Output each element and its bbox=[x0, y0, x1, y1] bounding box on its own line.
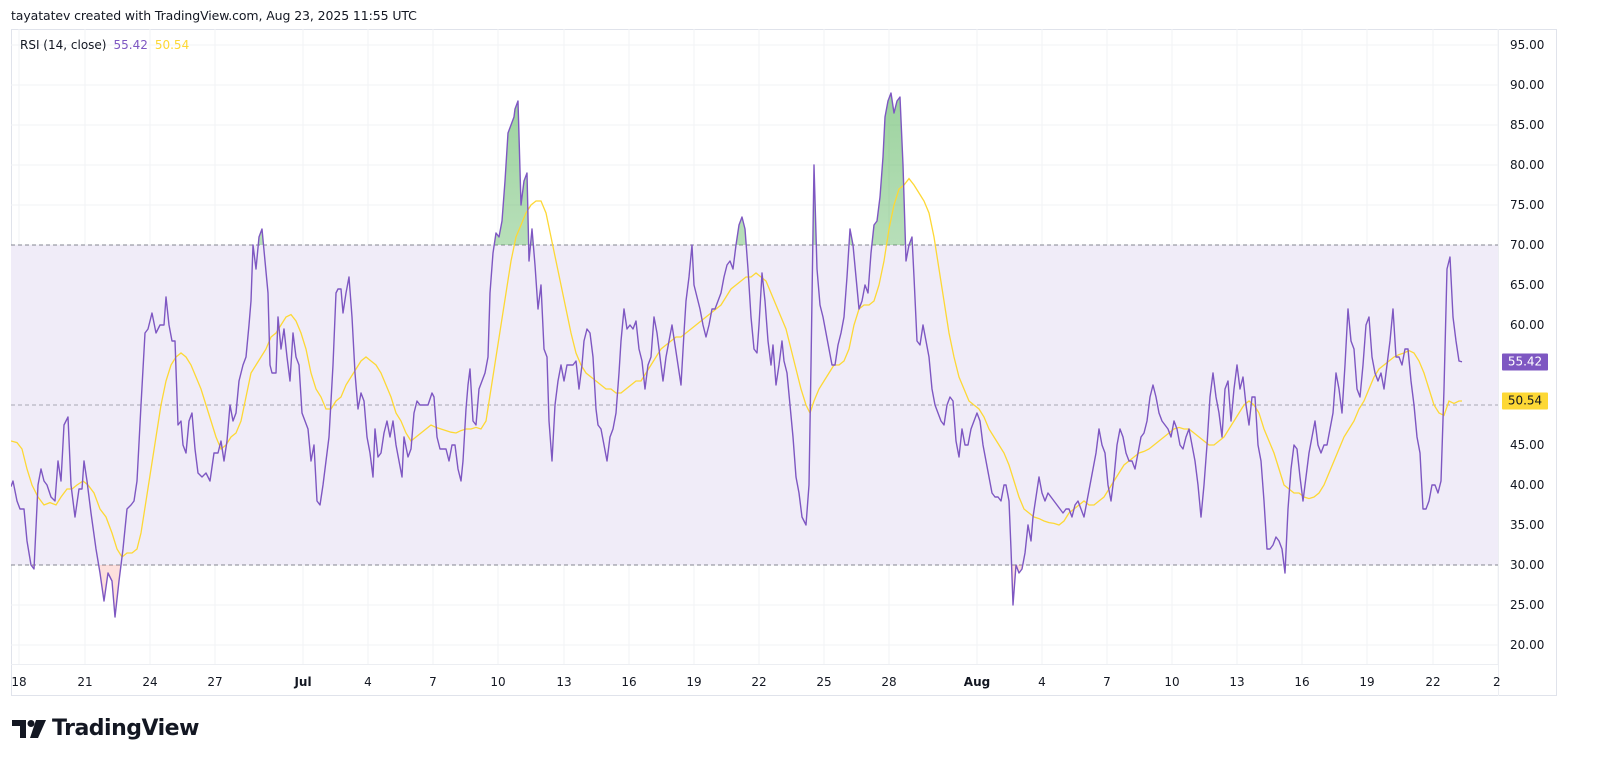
price-axis-label: 80.00 bbox=[1510, 158, 1545, 172]
time-axis-label: 4 bbox=[364, 675, 372, 689]
time-axis-label: 16 bbox=[1294, 675, 1310, 689]
price-axis-label: 70.00 bbox=[1510, 238, 1545, 252]
time-axis-label: 13 bbox=[556, 675, 572, 689]
time-axis-label: 27 bbox=[207, 675, 223, 689]
price-axis-label: 30.00 bbox=[1510, 558, 1545, 572]
time-axis-label: Jul bbox=[294, 675, 312, 689]
time-axis-label: 25 bbox=[1493, 675, 1501, 689]
price-axis-label: 45.00 bbox=[1510, 438, 1545, 452]
price-axis-label: 85.00 bbox=[1510, 118, 1545, 132]
indicator-name: RSI (14, close) bbox=[20, 38, 107, 52]
time-axis-label: 25 bbox=[816, 675, 832, 689]
rsi-line bbox=[11, 92, 1463, 618]
time-axis-label: 10 bbox=[490, 675, 506, 689]
time-axis-label: 19 bbox=[686, 675, 702, 689]
time-axis-label: 4 bbox=[1038, 675, 1046, 689]
ma-last-value-badge: 50.54 bbox=[1502, 392, 1548, 410]
time-axis-divider bbox=[11, 664, 1499, 665]
rsi-legend-value: 55.42 bbox=[113, 38, 148, 52]
time-axis-label: 19 bbox=[1359, 675, 1375, 689]
rsi-chart-plot[interactable] bbox=[11, 29, 1557, 696]
rsi-last-value-badge: 55.42 bbox=[1502, 353, 1548, 371]
time-axis-label: 16 bbox=[621, 675, 637, 689]
time-axis-label: 24 bbox=[142, 675, 158, 689]
time-axis-label: 7 bbox=[1103, 675, 1111, 689]
price-axis-label: 75.00 bbox=[1510, 198, 1545, 212]
tradingview-wordmark: TradingView bbox=[52, 716, 199, 741]
price-axis-divider bbox=[1498, 29, 1499, 696]
time-axis-label: 28 bbox=[881, 675, 897, 689]
time-axis-label: 21 bbox=[77, 675, 93, 689]
time-axis-label: 7 bbox=[429, 675, 437, 689]
price-axis-label: 25.00 bbox=[1510, 598, 1545, 612]
price-axis-label: 95.00 bbox=[1510, 38, 1545, 52]
ma-legend-value: 50.54 bbox=[154, 38, 190, 52]
time-axis-label: Aug bbox=[963, 675, 991, 689]
rsi-ma-line bbox=[11, 177, 1462, 558]
time-axis-label: 22 bbox=[1425, 675, 1441, 689]
price-axis-label: 65.00 bbox=[1510, 278, 1545, 292]
time-axis-label: 13 bbox=[1229, 675, 1245, 689]
tradingview-logo-icon bbox=[12, 719, 46, 738]
price-axis-label: 90.00 bbox=[1510, 78, 1545, 92]
price-axis-label: 20.00 bbox=[1510, 638, 1545, 652]
time-axis-label: 10 bbox=[1164, 675, 1180, 689]
time-axis-label: 22 bbox=[751, 675, 767, 689]
attribution-header: tayatatev created with TradingView.com, … bbox=[11, 8, 417, 23]
time-axis-label: 18 bbox=[11, 675, 27, 689]
price-axis-label: 40.00 bbox=[1510, 478, 1545, 492]
price-axis-label: 60.00 bbox=[1510, 318, 1545, 332]
price-axis-label: 35.00 bbox=[1510, 518, 1545, 532]
indicator-legend[interactable]: RSI (14, close) 55.42 50.54 bbox=[20, 38, 189, 52]
tradingview-logo[interactable]: TradingView bbox=[12, 716, 199, 741]
